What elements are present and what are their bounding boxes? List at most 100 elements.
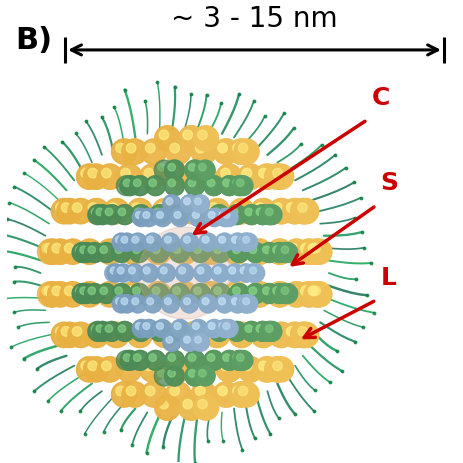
Circle shape	[150, 322, 169, 342]
Circle shape	[131, 205, 150, 225]
Circle shape	[96, 325, 103, 332]
Circle shape	[258, 361, 268, 371]
Circle shape	[198, 282, 223, 307]
Circle shape	[141, 382, 166, 407]
Circle shape	[228, 323, 254, 348]
Circle shape	[42, 244, 51, 253]
Circle shape	[240, 268, 246, 274]
Circle shape	[100, 246, 107, 254]
Circle shape	[242, 169, 251, 179]
Circle shape	[140, 264, 158, 282]
Circle shape	[182, 327, 192, 337]
Circle shape	[188, 354, 195, 362]
Circle shape	[229, 350, 249, 370]
Circle shape	[213, 246, 221, 254]
Circle shape	[91, 325, 99, 332]
Circle shape	[173, 288, 180, 295]
Circle shape	[271, 287, 281, 296]
Circle shape	[268, 357, 293, 382]
Circle shape	[182, 203, 192, 213]
Circle shape	[44, 287, 54, 296]
Circle shape	[152, 199, 177, 224]
Circle shape	[156, 323, 163, 330]
Circle shape	[210, 284, 230, 304]
Circle shape	[297, 203, 307, 213]
Circle shape	[241, 322, 261, 342]
Circle shape	[117, 268, 124, 274]
Circle shape	[153, 320, 171, 338]
Circle shape	[250, 287, 260, 296]
Circle shape	[139, 209, 157, 227]
Circle shape	[111, 382, 137, 407]
Circle shape	[293, 199, 318, 224]
Circle shape	[75, 288, 83, 295]
Circle shape	[272, 203, 282, 213]
Circle shape	[198, 282, 223, 307]
Circle shape	[169, 169, 179, 179]
Circle shape	[72, 327, 81, 337]
Circle shape	[232, 386, 242, 396]
Circle shape	[219, 323, 225, 330]
Circle shape	[101, 361, 111, 371]
Circle shape	[228, 268, 235, 274]
Circle shape	[131, 327, 141, 337]
Circle shape	[76, 243, 96, 263]
Circle shape	[44, 287, 54, 296]
Circle shape	[212, 325, 220, 332]
Circle shape	[114, 264, 132, 282]
Circle shape	[155, 395, 180, 420]
Circle shape	[112, 243, 131, 263]
Circle shape	[207, 354, 214, 362]
Circle shape	[93, 322, 112, 342]
Circle shape	[171, 209, 188, 227]
Circle shape	[254, 165, 279, 190]
Circle shape	[159, 131, 169, 140]
Circle shape	[306, 282, 331, 307]
Circle shape	[129, 234, 146, 252]
Circle shape	[76, 284, 96, 304]
Circle shape	[114, 205, 134, 225]
Circle shape	[190, 284, 210, 304]
Circle shape	[278, 246, 286, 254]
Circle shape	[265, 209, 272, 216]
Circle shape	[180, 333, 198, 351]
Circle shape	[229, 243, 249, 263]
Circle shape	[268, 199, 294, 224]
Circle shape	[263, 325, 270, 332]
Circle shape	[139, 320, 157, 338]
Circle shape	[212, 209, 220, 216]
Circle shape	[178, 268, 185, 274]
Circle shape	[51, 199, 76, 224]
Circle shape	[195, 386, 205, 396]
Circle shape	[164, 237, 171, 244]
Circle shape	[183, 298, 190, 305]
Circle shape	[252, 322, 272, 342]
Circle shape	[239, 298, 246, 305]
Circle shape	[93, 322, 112, 342]
Circle shape	[236, 354, 244, 362]
Circle shape	[164, 237, 171, 244]
Circle shape	[256, 325, 263, 332]
Circle shape	[118, 295, 136, 313]
Text: L: L	[380, 265, 396, 289]
Circle shape	[156, 323, 163, 330]
Circle shape	[84, 323, 109, 348]
Circle shape	[135, 212, 142, 219]
Circle shape	[169, 144, 179, 154]
Circle shape	[228, 199, 254, 224]
Circle shape	[199, 234, 217, 252]
Circle shape	[112, 284, 131, 304]
Circle shape	[77, 239, 102, 265]
Circle shape	[259, 243, 279, 263]
Circle shape	[56, 327, 65, 337]
Circle shape	[246, 282, 271, 307]
Circle shape	[123, 354, 131, 362]
Circle shape	[216, 320, 234, 338]
Circle shape	[233, 327, 242, 337]
Circle shape	[183, 337, 190, 344]
Circle shape	[115, 237, 122, 244]
Circle shape	[155, 126, 180, 152]
Circle shape	[139, 209, 157, 227]
Circle shape	[178, 268, 185, 274]
Circle shape	[139, 320, 157, 338]
